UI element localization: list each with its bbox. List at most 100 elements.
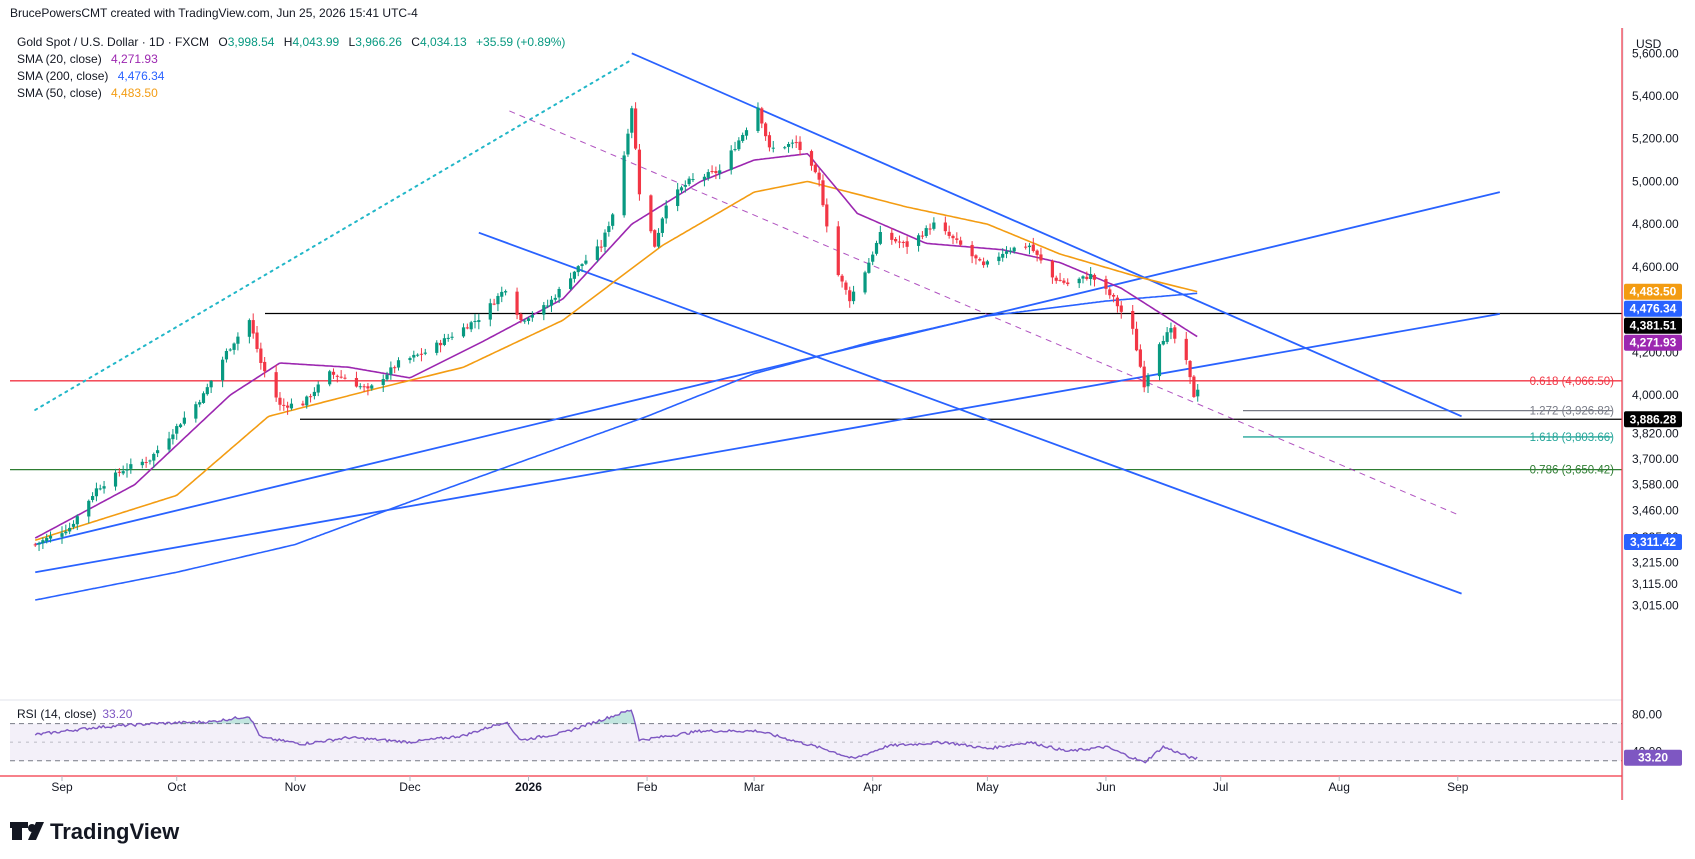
fib-0618-label: 0.618 (4,066.50) (1530, 376, 1615, 388)
candle (928, 223, 932, 235)
candle (595, 239, 599, 263)
price-tick-label: 5,600.00 (1632, 46, 1679, 60)
candle (916, 233, 921, 252)
sma200-line (35, 292, 1198, 601)
candle (156, 445, 160, 458)
trendlines (34, 52, 1501, 595)
candle (442, 333, 446, 347)
price-tick-label: 3,015.00 (1632, 598, 1679, 612)
candle (274, 365, 278, 402)
sma50-legend: SMA (50, close) 4,483.50 (17, 86, 158, 100)
price-badge-text: 4,476.34 (1630, 302, 1677, 316)
candle (209, 379, 213, 394)
candle (175, 423, 179, 440)
ohlc-low: 3,966.26 (355, 35, 402, 49)
candle (492, 298, 496, 306)
candle (821, 174, 825, 207)
candle (924, 225, 928, 238)
dashed-midline (509, 110, 1458, 516)
candle (201, 391, 206, 404)
candle (140, 458, 144, 469)
sma20-line (34, 152, 1198, 539)
sma20-label: SMA (20, close) (17, 52, 102, 66)
candle (622, 151, 626, 218)
candle (764, 122, 768, 141)
candle (71, 520, 76, 530)
candle (981, 257, 986, 268)
candle (461, 323, 466, 338)
candle (1031, 237, 1035, 253)
symbol-legend: Gold Spot / U.S. Dollar · 1D · FXCM O3,9… (17, 35, 565, 49)
candle (419, 348, 424, 362)
candle (259, 342, 263, 370)
candle (871, 251, 875, 266)
sma20-value: 4,271.93 (111, 52, 158, 66)
candle (519, 312, 523, 324)
candle (1173, 324, 1177, 344)
candle (1077, 277, 1081, 289)
attribution-text: BrucePowersCMT created with TradingView.… (10, 6, 418, 20)
candle (905, 236, 909, 254)
candle (546, 299, 550, 309)
channel-top-trendline (631, 52, 1462, 418)
candle (515, 287, 519, 320)
time-tick-label: Nov (285, 780, 306, 794)
candle (312, 387, 316, 400)
candle (1142, 360, 1146, 393)
candle (530, 311, 534, 322)
candle (844, 280, 848, 295)
candle (756, 102, 760, 133)
candle (959, 236, 963, 247)
candle (1008, 247, 1012, 255)
candle (308, 393, 313, 403)
candle (389, 361, 393, 380)
price-badge-text: 4,483.50 (1630, 285, 1677, 299)
price-badge (1624, 334, 1682, 351)
price-badge-text: 4,381.51 (1630, 319, 1677, 333)
candle (64, 524, 68, 536)
candle (393, 365, 397, 374)
candle (171, 429, 175, 445)
candle (771, 141, 775, 153)
rsi-line (34, 709, 1198, 764)
candle (358, 383, 362, 390)
candle (370, 384, 374, 391)
fib-0786-label: 0.786 (3,650.42) (1530, 465, 1615, 477)
candle (102, 480, 106, 494)
candle (496, 293, 500, 312)
sma200-legend: SMA (200, close) 4,476.34 (17, 69, 165, 83)
candle (167, 431, 171, 453)
rsi-value-badge-text: 33.20 (1638, 751, 1668, 765)
candle (247, 318, 251, 344)
candle (653, 229, 657, 248)
candle (894, 237, 898, 244)
candle (1134, 321, 1139, 352)
price-badge (1624, 534, 1682, 551)
time-axis[interactable]: Sep Oct Nov Dec 2026 Feb Mar Apr May Jun Jul Aug Sep (51, 776, 1469, 794)
rsi-label: RSI (14, close) (17, 707, 96, 721)
tradingview-logo[interactable]: TradingView (10, 819, 180, 844)
candle (37, 541, 41, 552)
currency-label[interactable]: USD (1636, 37, 1662, 51)
candle (1054, 275, 1058, 284)
price-tick-label: 3,115.00 (1632, 577, 1678, 591)
rsi-tick-label: 80.00 (1632, 707, 1662, 721)
candle (301, 400, 305, 407)
sma50-label: SMA (50, close) (17, 86, 102, 100)
candle (607, 221, 611, 237)
candle (1138, 344, 1142, 369)
candle (630, 105, 634, 139)
candle (744, 127, 749, 140)
price-tick-label: 4,600.00 (1632, 260, 1679, 274)
symbol-name: Gold Spot / U.S. Dollar · 1D · FXCM (17, 35, 209, 49)
rsi-pane: RSI (14, close) 33.20 (10, 707, 1622, 764)
ohlc-open: 3,998.54 (228, 35, 275, 49)
ohlc-close-label: C (411, 35, 420, 49)
candle (1119, 301, 1123, 319)
candle (1161, 335, 1165, 346)
candle (473, 313, 477, 329)
time-tick-label: Apr (863, 780, 882, 794)
candle (813, 162, 817, 174)
time-tick-label: Aug (1329, 780, 1350, 794)
